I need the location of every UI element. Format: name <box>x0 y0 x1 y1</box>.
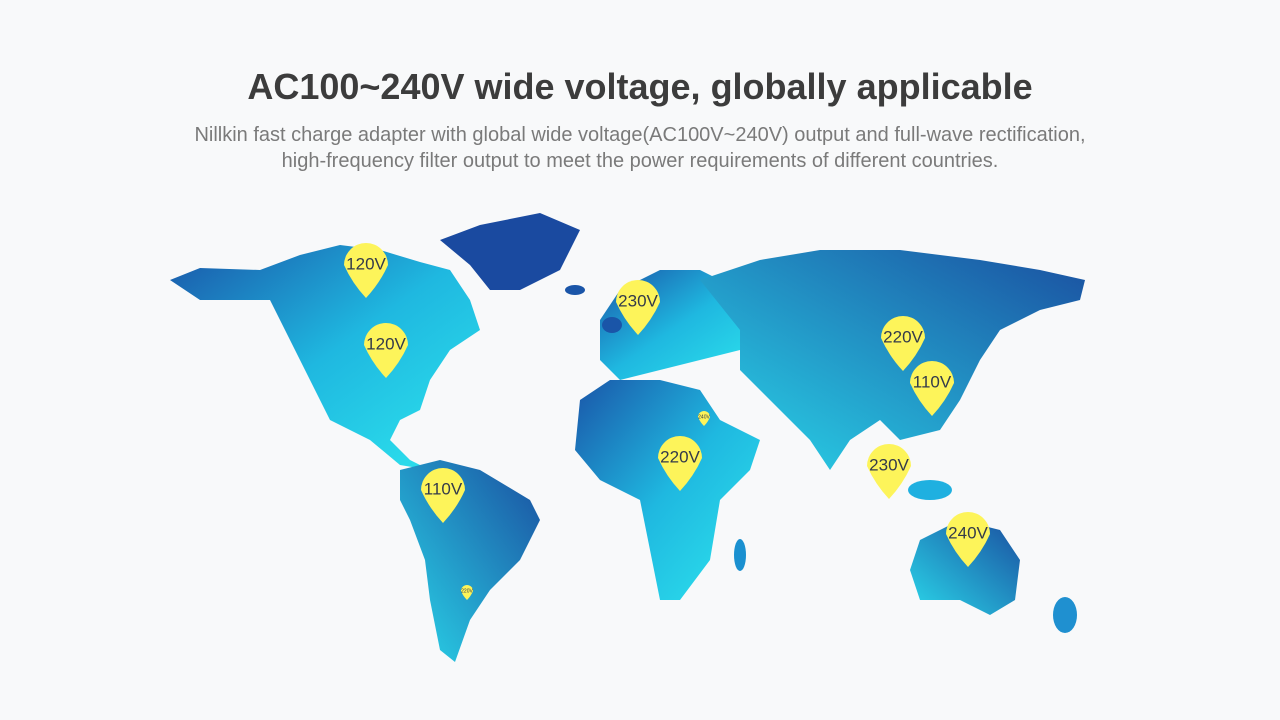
pins: 120V 120V 230V 220V 110V 220V 230V 110V … <box>344 243 990 600</box>
island <box>565 285 585 295</box>
island <box>1053 597 1077 633</box>
voltage-pin: 240V <box>946 512 990 567</box>
voltage-pin: 110V <box>910 361 954 416</box>
pin-label: 220V <box>660 447 700 466</box>
voltage-pin: 230V <box>616 280 660 335</box>
australia <box>910 520 1020 615</box>
pin-label: 230V <box>618 291 658 310</box>
africa <box>575 380 760 600</box>
pin-label: 120V <box>366 334 406 353</box>
island <box>908 480 952 500</box>
pin-label: 110V <box>913 372 952 391</box>
asia <box>700 250 1085 470</box>
pin-label: 110V <box>424 479 463 498</box>
pin-label: 240V <box>948 523 988 542</box>
voltage-pin: 220V <box>658 436 702 491</box>
subtitle-line: Nillkin fast charge adapter with global … <box>194 124 1086 146</box>
north-america <box>170 245 480 470</box>
south-america <box>400 460 540 662</box>
pin-label: 220V <box>883 327 923 346</box>
pin-label: 220V <box>461 588 473 594</box>
island <box>734 539 746 571</box>
continents <box>170 213 1085 662</box>
voltage-pin: 240V <box>698 411 710 426</box>
voltage-pin: 110V <box>421 468 465 523</box>
subtitle-line: high-frequency filter output to meet the… <box>281 150 999 172</box>
voltage-pin: 120V <box>344 243 388 298</box>
title: AC100~240V wide voltage, globally applic… <box>247 66 1033 107</box>
voltage-pin: 230V <box>867 444 911 499</box>
voltage-pin: 220V <box>881 316 925 371</box>
pin-label: 120V <box>346 254 386 273</box>
pin-label: 230V <box>869 455 909 474</box>
voltage-pin: 220V <box>461 585 473 600</box>
voltage-pin: 120V <box>364 323 408 378</box>
pin-label: 240V <box>698 414 710 420</box>
island <box>602 317 622 333</box>
greenland <box>440 213 580 290</box>
